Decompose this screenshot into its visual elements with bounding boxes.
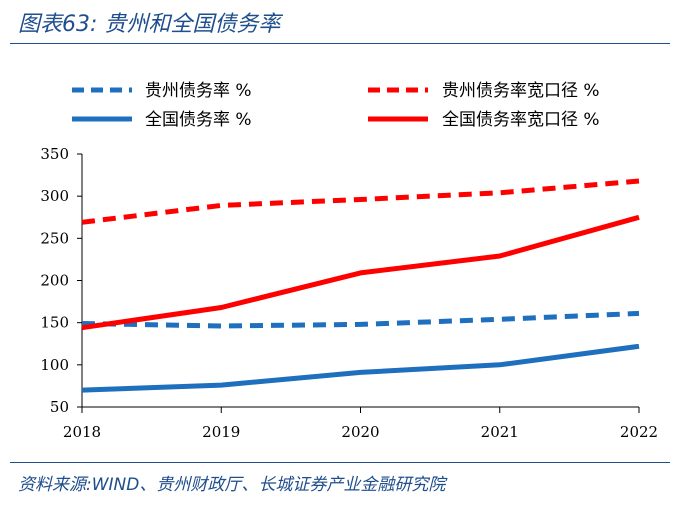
x-tick-label: 2019 xyxy=(202,423,240,441)
y-tick-label: 100 xyxy=(40,356,69,374)
line-chart: 贵州债务率 % 贵州债务率宽口径 % 全国债务率 % 全国债务率宽口径 % 50… xyxy=(40,81,658,441)
footer-divider xyxy=(10,462,670,463)
legend-label-national-broad-debt-ratio: 全国债务率宽口径 % xyxy=(442,110,600,130)
legend-label-national-debt-ratio: 全国债务率 % xyxy=(145,110,252,130)
series-line-guizhou-debt-ratio xyxy=(81,310,640,329)
source-note: 资料来源:WIND、贵州财政厅、长城证券产业金融研究院 xyxy=(18,475,446,495)
legend-label-guizhou-broad-debt-ratio: 贵州债务率宽口径 % xyxy=(442,81,600,101)
chart-series xyxy=(81,178,640,393)
x-tick-label: 2020 xyxy=(341,423,379,441)
title-divider xyxy=(10,43,670,44)
y-tick-label: 350 xyxy=(40,145,69,163)
y-tick-label: 250 xyxy=(40,229,69,247)
series-line-national-debt-ratio xyxy=(81,343,640,393)
y-tick-label: 200 xyxy=(40,272,69,290)
x-tick-label: 2018 xyxy=(63,423,101,441)
y-tick-label: 50 xyxy=(50,398,69,416)
x-tick-label: 2021 xyxy=(481,423,519,441)
series-line-national-broad-debt-ratio xyxy=(81,214,640,331)
y-tick-label: 300 xyxy=(40,187,69,205)
series-line-guizhou-broad-debt-ratio xyxy=(81,178,640,225)
page-title: 图表63: 贵州和全国债务率 xyxy=(18,12,281,37)
chart-legend: 贵州债务率 % 贵州债务率宽口径 % 全国债务率 % 全国债务率宽口径 % xyxy=(72,81,600,130)
x-tick-label: 2022 xyxy=(620,423,658,441)
chart-axes: 50 100 150 200 250 300 350 2018 2019 2020 2021 2022 xyxy=(40,145,658,441)
y-tick-label: 150 xyxy=(40,314,69,332)
legend-label-guizhou-debt-ratio: 贵州债务率 % xyxy=(145,81,252,101)
